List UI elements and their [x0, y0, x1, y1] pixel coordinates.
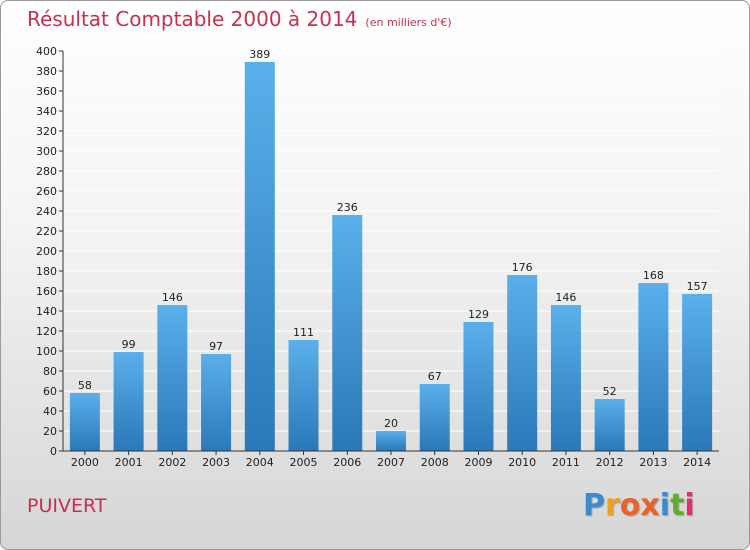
- x-tick-label: 2010: [508, 456, 536, 469]
- x-tick-label: 2003: [202, 456, 230, 469]
- bar: [288, 340, 319, 451]
- bar: [550, 305, 581, 451]
- y-tick-label: 180: [36, 265, 57, 278]
- x-tick-label: 2014: [683, 456, 711, 469]
- x-tick-label: 2009: [464, 456, 492, 469]
- bar: [201, 354, 232, 451]
- proxiti-logo: Proxiti: [583, 488, 695, 523]
- bar: [419, 384, 450, 451]
- logo-letter: t: [670, 488, 685, 523]
- bar: [507, 275, 538, 451]
- y-tick-label: 0: [50, 445, 57, 458]
- logo-letter: x: [640, 488, 660, 523]
- bar-value-label: 111: [293, 326, 314, 339]
- y-tick-label: 200: [36, 245, 57, 258]
- bar: [638, 283, 669, 451]
- chart-subtitle: (en milliers d'€): [365, 16, 452, 29]
- logo-letter: o: [619, 488, 641, 523]
- bar-value-label: 157: [687, 280, 708, 293]
- x-tick-label: 2013: [639, 456, 667, 469]
- y-tick-label: 160: [36, 285, 57, 298]
- y-tick-label: 60: [43, 385, 57, 398]
- bar: [332, 215, 363, 451]
- y-tick-label: 100: [36, 345, 57, 358]
- x-tick-label: 2002: [158, 456, 186, 469]
- y-tick-label: 220: [36, 225, 57, 238]
- y-tick-label: 260: [36, 185, 57, 198]
- y-tick-label: 140: [36, 305, 57, 318]
- commune-name: PUIVERT: [27, 495, 107, 517]
- bar-value-label: 176: [512, 261, 533, 274]
- bar: [69, 393, 100, 451]
- bar: [682, 294, 713, 451]
- logo-letter: P: [583, 488, 605, 523]
- bar-value-label: 389: [249, 48, 270, 61]
- y-tick-label: 120: [36, 325, 57, 338]
- bar: [113, 352, 144, 451]
- bar-value-label: 146: [555, 291, 576, 304]
- y-tick-label: 380: [36, 65, 57, 78]
- bar: [463, 322, 494, 451]
- logo-letter: i: [659, 488, 671, 523]
- y-tick-label: 280: [36, 165, 57, 178]
- bar-value-label: 58: [78, 379, 92, 392]
- logo-letter: r: [605, 488, 620, 523]
- bar: [157, 305, 188, 451]
- y-tick-label: 400: [36, 45, 57, 58]
- x-tick-label: 2011: [552, 456, 580, 469]
- x-tick-label: 2008: [421, 456, 449, 469]
- bar-value-label: 168: [643, 269, 664, 282]
- bar-value-label: 52: [603, 385, 617, 398]
- y-axis: 0 20 40 60 80 100 120 140 160 180 200 220 240 260 280 3…: [36, 45, 64, 458]
- bar-value-label: 99: [122, 338, 136, 351]
- x-tick-label: 2007: [377, 456, 405, 469]
- x-tick-label: 2012: [596, 456, 624, 469]
- bar-value-label: 67: [428, 370, 442, 383]
- bar: [376, 431, 406, 451]
- x-tick-label: 2006: [333, 456, 361, 469]
- x-tick-label: 2000: [71, 456, 99, 469]
- y-tick-label: 40: [43, 405, 57, 418]
- chart-title: Résultat Comptable 2000 à 2014 (en millie…: [27, 7, 452, 31]
- y-tick-label: 360: [36, 85, 57, 98]
- y-tick-label: 20: [43, 425, 57, 438]
- bar-value-label: 236: [337, 201, 358, 214]
- bar-value-label: 146: [162, 291, 183, 304]
- x-tick-label: 2005: [290, 456, 318, 469]
- y-tick-label: 340: [36, 105, 57, 118]
- y-tick-label: 80: [43, 365, 57, 378]
- bars: 58 99 146 97 389 111 236 20 67 129 176 146 52 168 157: [69, 48, 713, 451]
- bar-value-label: 20: [384, 417, 398, 430]
- bar-value-label: 129: [468, 308, 489, 321]
- chart-title-text: Résultat Comptable 2000 à 2014: [27, 7, 358, 31]
- x-tick-label: 2001: [115, 456, 143, 469]
- x-tick-label: 2004: [246, 456, 274, 469]
- bar-value-label: 97: [209, 340, 223, 353]
- logo-letter: i: [684, 488, 695, 523]
- y-tick-label: 240: [36, 205, 57, 218]
- bar: [244, 62, 275, 451]
- y-tick-label: 320: [36, 125, 57, 138]
- bar: [594, 399, 625, 451]
- y-tick-label: 300: [36, 145, 57, 158]
- x-axis: 2000 2001 2002 2003 2004 2005 2006 2007 2008 2009…: [63, 450, 719, 469]
